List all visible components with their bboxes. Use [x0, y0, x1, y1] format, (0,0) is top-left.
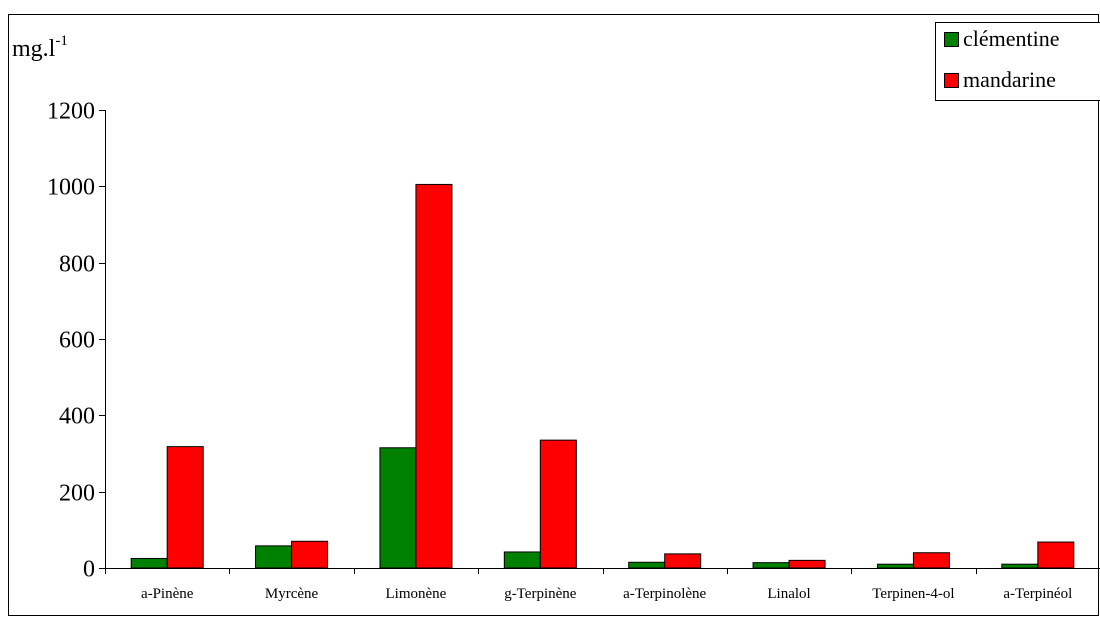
y-tick-label: 1000 — [47, 175, 95, 201]
x-tick-label: a-Pinène — [141, 586, 194, 602]
x-tick-label: a-Terpinolène — [623, 586, 706, 602]
y-tick-label: 1200 — [47, 99, 95, 125]
x-tick-label: Limonène — [386, 586, 447, 602]
bar-clémentine-a-Terpinéol — [1002, 564, 1038, 568]
bar-clémentine-Terpinen-4-ol — [877, 564, 913, 568]
bar-clémentine-Limonène — [380, 448, 416, 568]
x-tick-label: Linalol — [767, 586, 810, 602]
y-axis-label-text: mg.l — [12, 36, 56, 62]
y-tick-label: 200 — [59, 481, 95, 507]
y-tick-label: 0 — [83, 557, 95, 583]
x-tick-label: Myrcène — [265, 586, 319, 602]
bar-clémentine-Linalol — [753, 563, 789, 568]
bar-mandarine-a-Terpinolène — [665, 554, 701, 568]
bar-clémentine-a-Pinène — [131, 558, 167, 568]
bars — [131, 184, 1074, 568]
legend-label-mandarine: mandarine — [963, 67, 1056, 92]
bar-mandarine-Linalol — [789, 560, 825, 568]
x-axis-ticks: a-Pinène Myrcène Limonène g-Terpinène a-Terp… — [106, 568, 1100, 602]
bar-clémentine-g-Terpinène — [504, 552, 540, 568]
y-tick-label: 400 — [59, 404, 95, 430]
bar-mandarine-Myrcène — [292, 541, 328, 568]
y-tick-label: 600 — [59, 328, 95, 354]
bar-mandarine-Terpinen-4-ol — [913, 553, 949, 568]
x-tick-label: g-Terpinène — [504, 586, 577, 602]
bar-clémentine-Myrcène — [256, 546, 292, 568]
y-axis-label-superscript: -1 — [55, 33, 68, 49]
x-tick-label: Terpinen-4-ol — [872, 586, 954, 602]
bar-mandarine-g-Terpinène — [540, 440, 576, 568]
bar-mandarine-a-Pinène — [167, 447, 203, 568]
legend: clémentine mandarine — [936, 23, 1100, 101]
x-tick-label: a-Terpinéol — [1003, 586, 1072, 602]
legend-swatch-mandarine — [945, 74, 959, 88]
bar-mandarine-Limonène — [416, 184, 452, 568]
y-tick-label: 800 — [59, 252, 95, 278]
bar-clémentine-a-Terpinolène — [629, 562, 665, 568]
legend-label-clementine: clémentine — [963, 26, 1060, 51]
y-axis-label: mg.l-1 — [12, 33, 68, 62]
legend-swatch-clementine — [945, 33, 959, 47]
y-axis-ticks: 0 200 400 600 800 1000 1200 — [47, 99, 105, 583]
bar-mandarine-a-Terpinéol — [1038, 542, 1074, 568]
